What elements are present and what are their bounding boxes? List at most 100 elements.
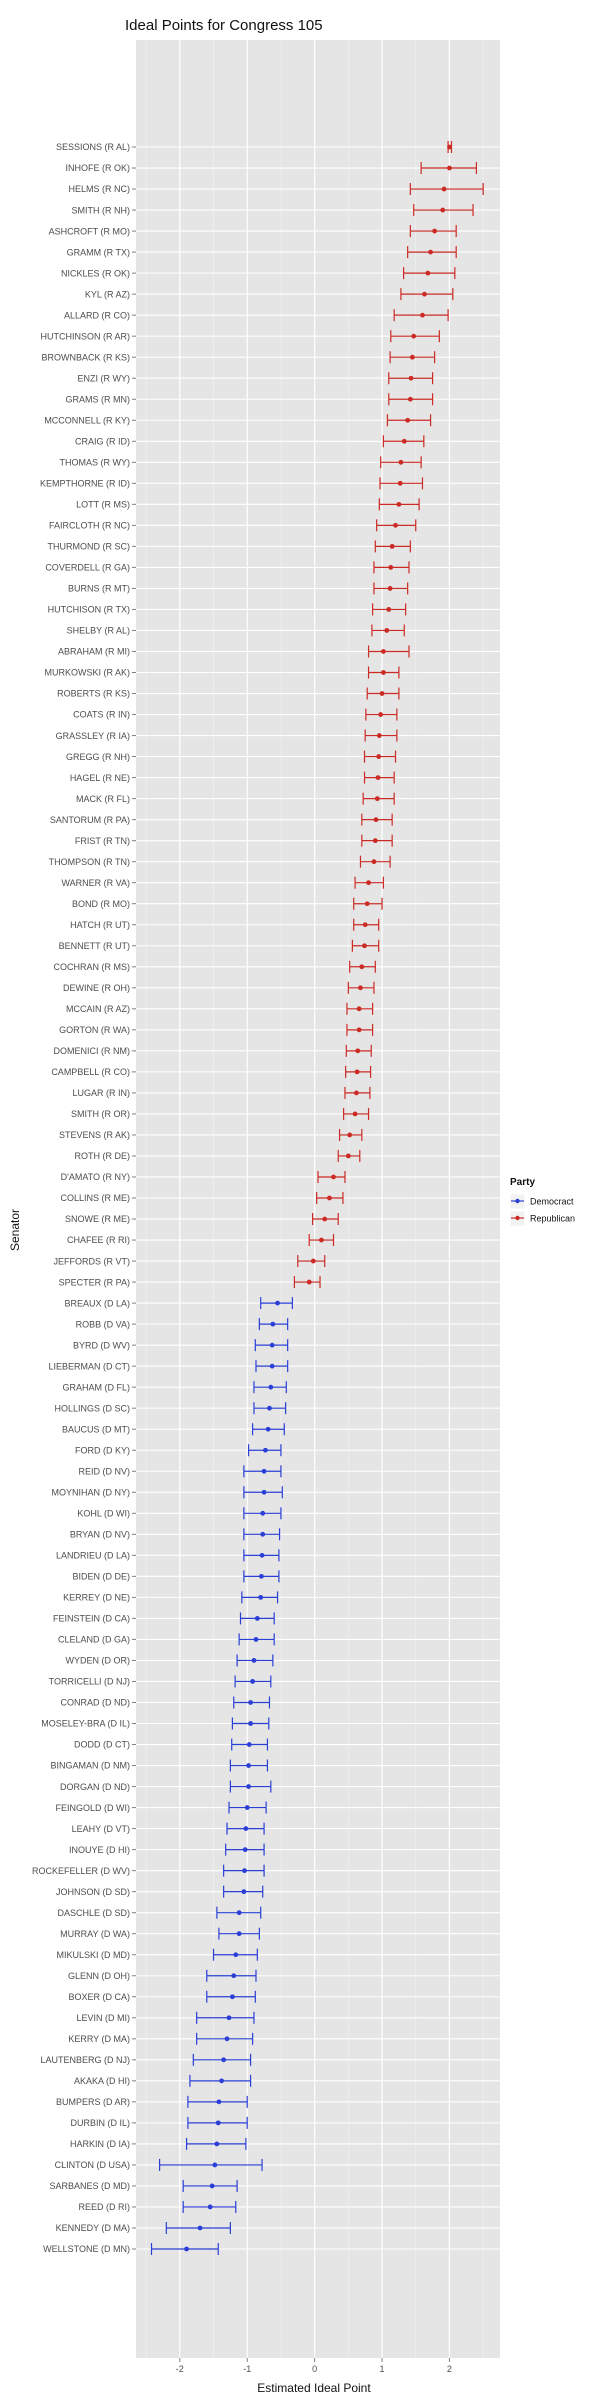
ideal-point bbox=[265, 1426, 271, 1432]
ideal-point bbox=[268, 1384, 274, 1390]
senator-label: HUTCHINSON (R AR) bbox=[41, 331, 131, 341]
ideal-point bbox=[428, 249, 433, 255]
ideal-point bbox=[269, 1363, 275, 1369]
ideal-point bbox=[409, 354, 415, 360]
ideal-point bbox=[236, 1910, 242, 1916]
ideal-point bbox=[355, 1048, 361, 1054]
ideal-point bbox=[241, 1889, 247, 1895]
ideal-point bbox=[248, 1700, 253, 1705]
ideal-point bbox=[376, 754, 382, 759]
senator-label: INHOFE (R OK) bbox=[66, 163, 131, 173]
senator-label: SMITH (R OR) bbox=[71, 1109, 130, 1119]
ideal-point bbox=[380, 670, 386, 675]
ideal-point bbox=[384, 628, 390, 633]
x-tick-label: 2 bbox=[447, 2364, 452, 2374]
senator-label: WARNER (R VA) bbox=[62, 878, 131, 888]
ideal-point bbox=[354, 1069, 360, 1075]
senator-label: DORGAN (D ND) bbox=[60, 1782, 130, 1792]
legend: Party Democract Republican bbox=[509, 1177, 575, 1227]
legend-label: Republican bbox=[530, 1214, 575, 1224]
senator-label: BENNETT (R UT) bbox=[59, 941, 130, 951]
senator-label: GRAMS (R MN) bbox=[66, 394, 131, 404]
senator-label: SMITH (R NH) bbox=[72, 205, 131, 215]
ideal-point bbox=[242, 1868, 247, 1874]
senator-label: LUGAR (R IN) bbox=[72, 1088, 130, 1098]
ideal-point bbox=[366, 880, 371, 886]
senator-label: MURRAY (D WA) bbox=[60, 1929, 130, 1939]
ideal-point bbox=[260, 1510, 266, 1516]
ideal-point bbox=[246, 1763, 251, 1768]
legend-title: Party bbox=[510, 1177, 535, 1188]
senator-label: FEINGOLD (D WI) bbox=[56, 1803, 131, 1813]
ideal-point bbox=[388, 565, 394, 570]
ideal-point bbox=[253, 1637, 259, 1642]
senator-label: BOXER (D CA) bbox=[68, 1992, 130, 2002]
legend-key-point bbox=[515, 1215, 520, 1221]
senator-label: BOND (R MO) bbox=[72, 899, 130, 909]
senator-label: BINGAMAN (D NM) bbox=[51, 1761, 131, 1771]
ideal-point bbox=[345, 1153, 351, 1159]
senator-label: THOMAS (R WY) bbox=[60, 458, 131, 468]
senator-label: BIDEN (D DE) bbox=[72, 1572, 130, 1582]
ideal-point bbox=[376, 733, 382, 738]
ideal-point bbox=[215, 2120, 221, 2126]
ideal-point bbox=[243, 1826, 249, 1831]
senator-label: DASCHLE (D SD) bbox=[57, 1908, 130, 1918]
ideal-point bbox=[248, 1721, 253, 1726]
senator-label: KYL (R AZ) bbox=[85, 289, 130, 299]
ideal-point bbox=[258, 1573, 264, 1579]
ideal-point bbox=[389, 543, 395, 549]
ideal-point bbox=[224, 2036, 230, 2042]
ideal-point bbox=[447, 165, 452, 171]
ideal-point bbox=[229, 1994, 235, 2000]
senator-label: ROBERTS (R KS) bbox=[57, 689, 130, 699]
ideal-point bbox=[432, 228, 438, 234]
senator-label: COLLINS (R ME) bbox=[60, 1193, 130, 1203]
ideal-point bbox=[306, 1279, 312, 1285]
senator-label: SPECTER (R PA) bbox=[59, 1277, 130, 1287]
senator-label: JEFFORDS (R VT) bbox=[54, 1256, 131, 1266]
senator-label: DEWINE (R OH) bbox=[63, 983, 130, 993]
ideal-point bbox=[358, 985, 363, 991]
legend-key-point bbox=[515, 1198, 520, 1204]
senator-label: KERREY (D NE) bbox=[63, 1593, 130, 1603]
senator-label: MIKULSKI (D MD) bbox=[56, 1950, 130, 1960]
senator-label: ALLARD (R CO) bbox=[64, 310, 130, 320]
x-tick-labels: -2 -1 0 1 2 bbox=[176, 2358, 452, 2374]
senator-label: SANTORUM (R PA) bbox=[50, 815, 130, 825]
ideal-point bbox=[250, 1679, 256, 1684]
senator-label: GRASSLEY (R IA) bbox=[56, 731, 130, 741]
senator-label: HELMS (R NC) bbox=[68, 184, 130, 194]
senator-label: BAUCUS (D MT) bbox=[62, 1424, 130, 1434]
ideal-point bbox=[207, 2204, 213, 2210]
ideal-point bbox=[261, 1468, 267, 1474]
senator-label: NICKLES (R OK) bbox=[61, 268, 130, 278]
ideal-point bbox=[347, 1132, 353, 1138]
ideal-point bbox=[267, 1405, 272, 1411]
senator-label: KENNEDY (D MA) bbox=[56, 2223, 130, 2233]
ideal-point bbox=[405, 417, 411, 423]
senator-label: GRAHAM (D FL) bbox=[63, 1382, 131, 1392]
senator-label: LIEBERMAN (D CT) bbox=[48, 1361, 130, 1371]
ideal-point bbox=[331, 1174, 336, 1180]
senator-label: ROCKEFELLER (D WV) bbox=[32, 1866, 130, 1876]
ideal-point bbox=[401, 438, 407, 444]
senator-label: MACK (R FL) bbox=[76, 794, 130, 804]
ideal-point bbox=[407, 396, 413, 402]
senator-label: ENZI (R WY) bbox=[78, 373, 131, 383]
senator-label: INOUYE (D HI) bbox=[69, 1845, 130, 1855]
ideal-point bbox=[379, 691, 385, 696]
ideal-point bbox=[197, 2225, 203, 2231]
senator-label: GREGG (R NH) bbox=[66, 752, 130, 762]
senator-label: ROTH (R DE) bbox=[75, 1151, 131, 1161]
ideal-point bbox=[420, 312, 425, 318]
ideal-point bbox=[318, 1237, 324, 1243]
ideal-point bbox=[362, 922, 368, 928]
ideal-point bbox=[359, 964, 365, 970]
senator-label: DODD (D CT) bbox=[74, 1740, 130, 1750]
senator-label: THURMOND (R SC) bbox=[48, 542, 131, 552]
senator-label: REID (D NV) bbox=[79, 1466, 131, 1476]
ideal-point bbox=[270, 1321, 276, 1327]
senator-label: BROWNBACK (R KS) bbox=[41, 352, 130, 362]
senator-label: CONRAD (D ND) bbox=[61, 1698, 131, 1708]
